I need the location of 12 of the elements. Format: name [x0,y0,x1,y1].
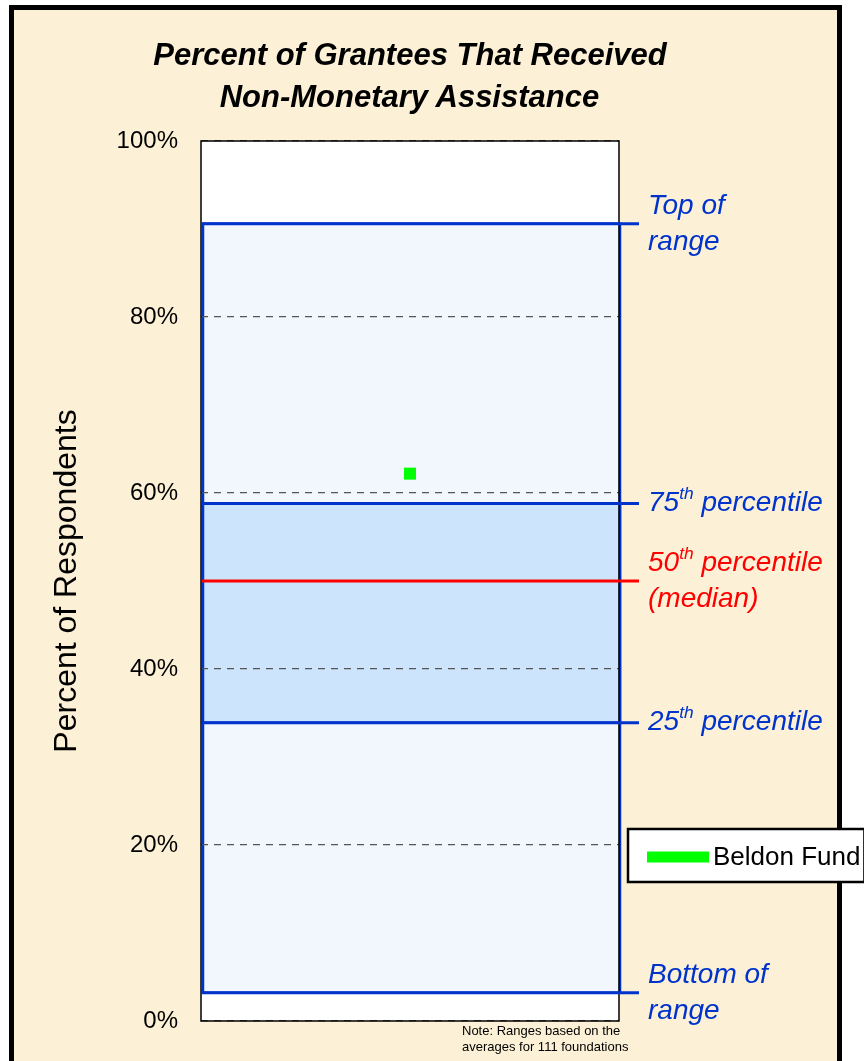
y-tick-label: 0% [143,1005,178,1033]
ref-line-label: Bottom of range [648,957,772,1025]
y-tick-label: 40% [129,653,178,681]
ref-line-label: Top of range [648,188,729,256]
chart-title: Percent of Grantees That Received Non-Monetary Assistance [153,36,668,114]
y-axis-title: Percent of Respondents [47,409,84,753]
y-tick-label: 100% [116,125,178,153]
y-tick-label: 20% [129,829,178,857]
text: Note: Ranges based on the averages for 111 foundations [462,1022,629,1054]
y-tick-label: 80% [129,301,178,329]
legend-label: Beldon Fund [713,841,861,872]
y-tick-label: 60% [129,477,178,505]
